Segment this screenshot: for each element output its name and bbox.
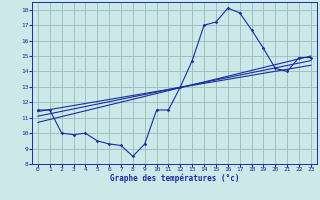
X-axis label: Graphe des températures (°c): Graphe des températures (°c) xyxy=(110,174,239,183)
